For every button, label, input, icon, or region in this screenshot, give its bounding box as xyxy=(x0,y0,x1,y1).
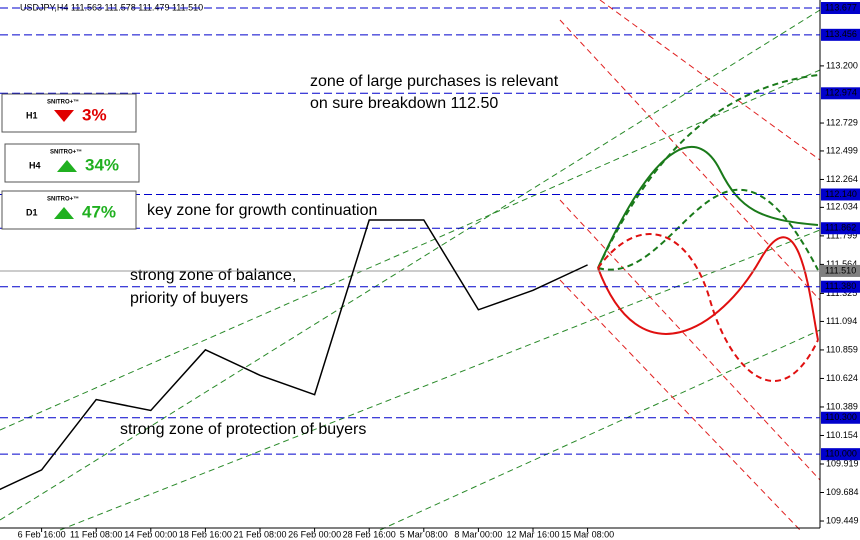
x-tick-label: 11 Feb 08:00 xyxy=(70,529,122,539)
x-tick-label: 12 Mar 16:00 xyxy=(506,529,559,539)
indicator-panel: SNITRO+™ H4 34% xyxy=(4,143,140,183)
x-tick-label: 21 Feb 08:00 xyxy=(233,529,286,539)
y-tick-label: 112.034 xyxy=(826,202,858,212)
panel-value: 3% xyxy=(82,105,107,124)
level-box xyxy=(821,411,860,424)
level-label: 112.974 xyxy=(825,88,857,98)
x-tick-label: 28 Feb 16:00 xyxy=(343,529,396,539)
panel-brand: SNITRO+™ xyxy=(47,99,79,106)
x-tick-label: 14 Feb 00:00 xyxy=(124,529,177,539)
y-tick-label: 110.859 xyxy=(826,344,858,354)
channel-line xyxy=(559,279,801,531)
channel-line xyxy=(559,19,821,301)
y-tick-label: 113.200 xyxy=(826,60,858,70)
panel-value: 34% xyxy=(85,155,119,174)
annotation: zone of large purchases is relevant xyxy=(310,73,559,90)
x-tick-label: 5 Mar 08:00 xyxy=(400,529,448,539)
x-tick-label: 18 Feb 16:00 xyxy=(179,529,232,539)
level-box xyxy=(821,2,860,15)
indicator-panel: SNITRO+™ D1 47% xyxy=(1,190,137,230)
y-tick-label: 112.264 xyxy=(826,174,858,184)
y-tick-label: 111.325 xyxy=(826,288,857,298)
panel-timeframe: H4 xyxy=(29,160,41,170)
forecast-path xyxy=(597,236,819,341)
x-tick-label: 6 Feb 16:00 xyxy=(18,529,66,539)
x-tick-label: 26 Feb 00:00 xyxy=(288,529,341,539)
y-tick-label: 109.449 xyxy=(826,515,859,525)
channel-line xyxy=(59,229,821,531)
x-tick-label: 15 Mar 08:00 xyxy=(561,529,614,539)
forecast-paths xyxy=(597,74,819,382)
forecast-path xyxy=(597,233,819,382)
panel-brand: SNITRO+™ xyxy=(50,149,82,156)
channel-line xyxy=(599,0,821,161)
level-label: 110.000 xyxy=(825,449,857,459)
level-box xyxy=(821,28,860,41)
panel-value: 47% xyxy=(82,202,116,221)
panel-arrow xyxy=(57,160,77,172)
annotation: strong zone of balance, xyxy=(130,267,296,284)
panel-box xyxy=(1,190,137,230)
y-tick-label: 110.154 xyxy=(826,430,858,440)
x-tick-label: 8 Mar 00:00 xyxy=(454,529,502,539)
forecast-path xyxy=(597,188,819,271)
panel-arrow xyxy=(54,110,74,122)
panel-timeframe: H1 xyxy=(26,110,38,120)
level-label: 111.380 xyxy=(825,281,856,291)
indicator-panel: SNITRO+™ H1 3% xyxy=(1,93,137,133)
y-tick-label: 111.799 xyxy=(826,230,857,240)
y-tick-label: 112.499 xyxy=(826,145,858,155)
header: USDJPY,H4 111.563 111.578 111.479 111.51… xyxy=(20,2,203,12)
last-price-box xyxy=(821,264,860,277)
annotation: strong zone of protection of buyers xyxy=(120,421,366,438)
panel-brand: SNITRO+™ xyxy=(47,196,79,203)
panel-box xyxy=(4,143,140,183)
y-tick-label: 110.389 xyxy=(826,401,858,411)
panel-timeframe: D1 xyxy=(26,207,38,217)
annotation: key zone for growth continuation xyxy=(147,202,377,219)
y-tick-label: 111.564 xyxy=(826,259,857,269)
level-label: 112.140 xyxy=(825,189,857,199)
y-tick-label: 112.729 xyxy=(826,117,858,127)
channel-lines xyxy=(0,0,821,531)
channel-line xyxy=(379,329,821,531)
y-tick-label: 109.919 xyxy=(826,458,859,468)
panel-arrow xyxy=(54,207,74,219)
channel-line xyxy=(559,199,821,481)
y-tick-label: 111.094 xyxy=(826,316,857,326)
level-label: 113.677 xyxy=(825,2,857,12)
level-box xyxy=(821,222,860,235)
level-label: 111.862 xyxy=(825,223,856,233)
channel-line xyxy=(0,9,821,521)
level-box xyxy=(821,188,860,201)
y-tick-label: 109.684 xyxy=(826,487,859,497)
last-price-label: 111.510 xyxy=(825,265,856,275)
level-box xyxy=(821,448,860,461)
y-tick-label: 110.624 xyxy=(826,373,858,383)
forecast-path xyxy=(597,74,819,269)
level-box xyxy=(821,280,860,293)
forecast-path xyxy=(597,146,819,269)
level-label: 113.456 xyxy=(825,29,857,39)
level-label: 110.300 xyxy=(825,412,857,422)
price-line xyxy=(0,219,588,491)
annotation: on sure breakdown 112.50 xyxy=(310,95,498,112)
annotation: priority of buyers xyxy=(130,290,248,307)
level-box xyxy=(821,87,860,100)
